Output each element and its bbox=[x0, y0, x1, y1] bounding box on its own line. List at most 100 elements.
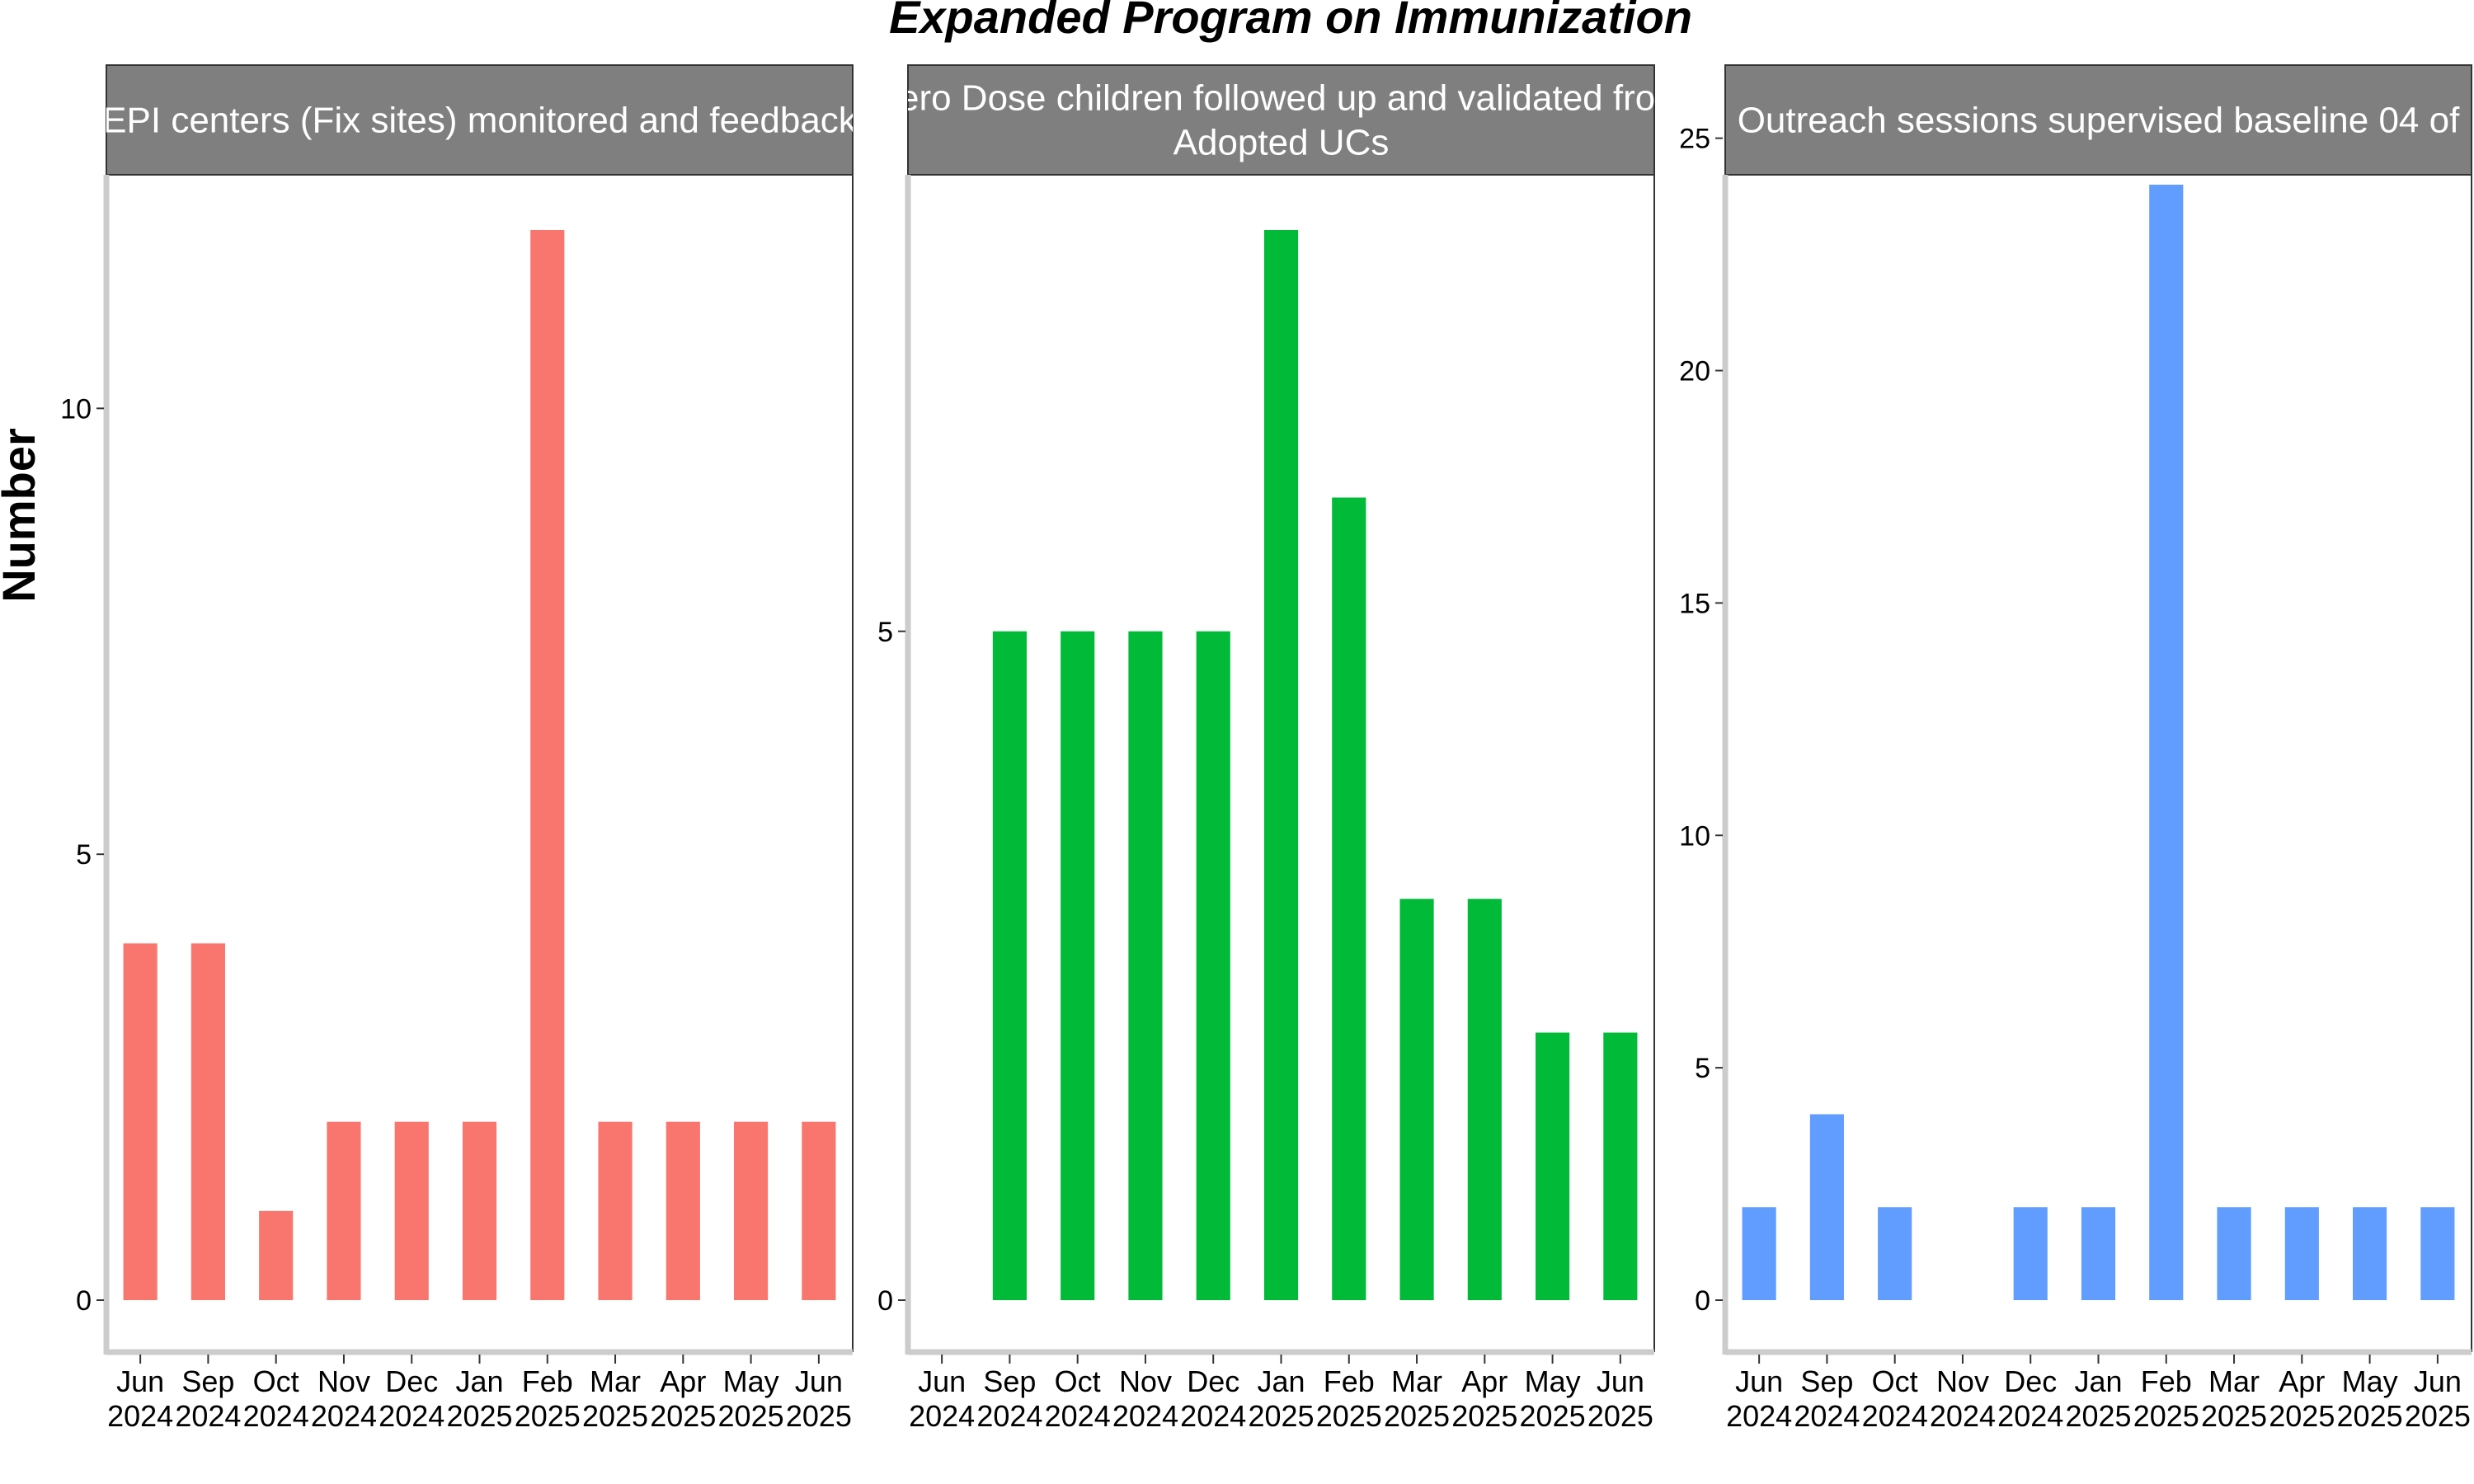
x-tick-label-year: 2025 bbox=[2065, 1399, 2131, 1433]
x-tick-label-month: Jun bbox=[1597, 1364, 1644, 1398]
bar bbox=[734, 1121, 769, 1300]
bar bbox=[1263, 230, 1299, 1300]
x-tick-label-year: 2024 bbox=[1862, 1399, 1928, 1433]
panel-1: EPI centers (Fix sites) monitored and fe… bbox=[60, 64, 858, 1433]
x-tick-label-year: 2025 bbox=[1587, 1399, 1653, 1433]
strip-label-group: Outreach sessions supervised baseline 04… bbox=[1738, 101, 2460, 141]
bar bbox=[992, 631, 1027, 1300]
strip-label-line: Outreach sessions supervised baseline 04… bbox=[1738, 101, 2460, 141]
x-tick-label-year: 2025 bbox=[718, 1399, 784, 1433]
bar bbox=[802, 1121, 836, 1300]
strip-label-line: Zero Dose children followed up and valid… bbox=[877, 78, 1686, 119]
x-tick-label-month: Feb bbox=[522, 1364, 573, 1398]
y-tick-label: 15 bbox=[1679, 588, 1710, 619]
x-tick-label-year: 2024 bbox=[1930, 1399, 1996, 1433]
x-tick-label-year: 2025 bbox=[2405, 1399, 2471, 1433]
x-tick-label-month: Jan bbox=[455, 1364, 503, 1398]
bar bbox=[190, 943, 225, 1300]
x-tick-label-month: Apr bbox=[660, 1364, 706, 1398]
x-tick-label-month: Feb bbox=[2141, 1364, 2192, 1398]
x-tick-label-year: 2024 bbox=[1180, 1399, 1246, 1433]
x-tick-label-month: Oct bbox=[253, 1364, 299, 1398]
bar bbox=[1061, 631, 1095, 1300]
y-tick-label: 0 bbox=[877, 1285, 893, 1317]
x-tick-label-month: Sep bbox=[181, 1364, 234, 1398]
x-tick-label-year: 2025 bbox=[786, 1399, 852, 1433]
x-tick-label-month: Apr bbox=[1461, 1364, 1507, 1398]
x-tick-label-month: Sep bbox=[1800, 1364, 1853, 1398]
x-tick-label-month: Jun bbox=[2414, 1364, 2462, 1398]
x-tick-label-year: 2024 bbox=[311, 1399, 377, 1433]
x-tick-label-month: Mar bbox=[590, 1364, 641, 1398]
bar bbox=[1196, 631, 1230, 1300]
x-tick-label-year: 2025 bbox=[650, 1399, 716, 1433]
y-tick-label: 5 bbox=[76, 839, 92, 871]
bar bbox=[2081, 1207, 2116, 1300]
x-tick-label-year: 2024 bbox=[1112, 1399, 1178, 1433]
x-tick-label-month: Mar bbox=[1391, 1364, 1442, 1398]
x-tick-label-year: 2024 bbox=[107, 1399, 173, 1433]
y-tick-label: 25 bbox=[1679, 124, 1710, 155]
x-tick-label-year: 2025 bbox=[446, 1399, 512, 1433]
bar bbox=[2420, 1207, 2455, 1300]
bar bbox=[394, 1121, 429, 1300]
y-tick-label: 0 bbox=[76, 1285, 92, 1317]
bar bbox=[1878, 1207, 1912, 1300]
bar bbox=[1742, 1207, 1776, 1300]
x-tick-label-year: 2025 bbox=[582, 1399, 648, 1433]
x-tick-label-month: Oct bbox=[1055, 1364, 1101, 1398]
x-tick-label-year: 2025 bbox=[2269, 1399, 2335, 1433]
strip-label-line: EPI centers (Fix sites) monitored and fe… bbox=[102, 101, 858, 141]
bar bbox=[1332, 497, 1366, 1300]
bar bbox=[259, 1210, 294, 1300]
strip-background bbox=[907, 64, 1655, 176]
y-tick-label: 5 bbox=[1695, 1053, 1710, 1084]
x-tick-label-year: 2025 bbox=[1384, 1399, 1450, 1433]
x-tick-label-year: 2025 bbox=[1248, 1399, 1314, 1433]
x-tick-label-year: 2024 bbox=[1045, 1399, 1111, 1433]
x-tick-label-month: Apr bbox=[2279, 1364, 2325, 1398]
x-tick-label-month: Nov bbox=[1119, 1364, 1172, 1398]
bar bbox=[598, 1121, 633, 1300]
bar bbox=[1128, 631, 1163, 1300]
x-tick-label-month: Jan bbox=[2074, 1364, 2122, 1398]
x-tick-label-year: 2024 bbox=[909, 1399, 975, 1433]
x-tick-label-month: May bbox=[723, 1364, 779, 1398]
y-tick-label: 10 bbox=[1679, 820, 1710, 852]
x-tick-label-month: Dec bbox=[385, 1364, 438, 1398]
x-tick-label-year: 2024 bbox=[1794, 1399, 1860, 1433]
y-tick-label: 5 bbox=[877, 617, 893, 648]
bar bbox=[327, 1121, 361, 1300]
strip-label-line: Adopted UCs bbox=[1174, 123, 1390, 163]
x-tick-label-month: Jun bbox=[795, 1364, 843, 1398]
x-tick-label-month: Jun bbox=[918, 1364, 966, 1398]
panel-2: Zero Dose children followed up and valid… bbox=[877, 64, 1686, 1433]
y-tick-label: 10 bbox=[60, 393, 92, 425]
bar bbox=[1603, 1032, 1638, 1300]
strip-label-group: EPI centers (Fix sites) monitored and fe… bbox=[102, 101, 858, 141]
bar bbox=[530, 230, 565, 1300]
chart-title: Expanded Program on Immunization bbox=[889, 0, 1692, 43]
bar bbox=[1809, 1114, 1844, 1300]
x-tick-label-month: May bbox=[2342, 1364, 2398, 1398]
y-tick-label: 0 bbox=[1695, 1285, 1710, 1317]
x-tick-label-month: Nov bbox=[1936, 1364, 1989, 1398]
x-tick-label-year: 2024 bbox=[379, 1399, 444, 1433]
y-axis-label: Number bbox=[0, 428, 45, 603]
x-tick-label-year: 2024 bbox=[1726, 1399, 1792, 1433]
x-tick-label-year: 2024 bbox=[976, 1399, 1042, 1433]
strip-background bbox=[1724, 64, 2472, 176]
bar bbox=[1536, 1032, 1570, 1300]
x-tick-label-year: 2025 bbox=[1451, 1399, 1517, 1433]
x-tick-label-month: Jun bbox=[1735, 1364, 1783, 1398]
bar bbox=[2149, 185, 2184, 1300]
panels: EPI centers (Fix sites) monitored and fe… bbox=[60, 64, 2472, 1433]
x-tick-label-month: Dec bbox=[2004, 1364, 2057, 1398]
x-tick-label-year: 2025 bbox=[2337, 1399, 2403, 1433]
panel-3: Outreach sessions supervised baseline 04… bbox=[1679, 64, 2472, 1433]
x-tick-label-month: Feb bbox=[1324, 1364, 1375, 1398]
bar bbox=[2353, 1207, 2387, 1300]
x-tick-label-year: 2025 bbox=[515, 1399, 581, 1433]
bar bbox=[666, 1121, 700, 1300]
